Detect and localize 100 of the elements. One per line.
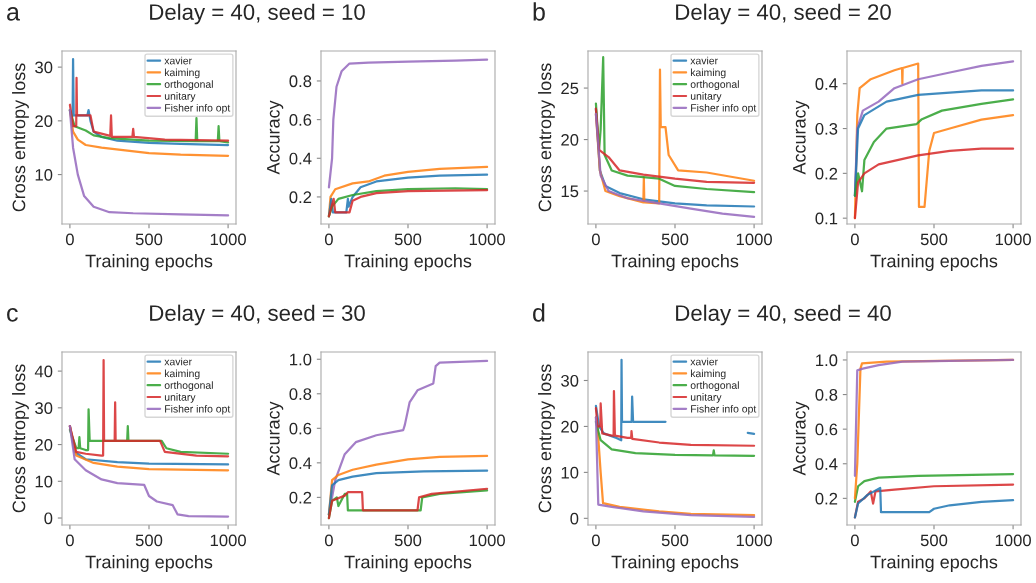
line-series [594,68,756,205]
y-tick-label: 0 [570,512,579,525]
x-tick-label: 1000 [469,233,505,246]
y-tick-label: 0.6 [289,422,312,435]
line-series [594,389,756,447]
x-tick-label: 500 [394,534,422,547]
legend-label: orthogonal [690,80,739,91]
x-tick-label: 1000 [469,534,505,547]
legend-label: kaiming [164,68,200,79]
x-axis-title: Training epochs [85,555,213,572]
x-tick-label: 500 [920,233,948,246]
legend-label: kaiming [164,369,200,380]
x-tick-label: 500 [135,233,163,246]
legend-label: Fisher info opt [165,404,231,415]
y-tick-label: 1.0 [816,354,838,367]
x-tick-label: 0 [324,233,333,246]
y-tick-label: 0.2 [815,492,838,505]
x-axis-title: Training epochs [85,254,213,271]
y-tick-label: 0 [44,512,53,525]
y-tick-label: 0.3 [815,122,838,135]
x-tick-label: 500 [661,534,689,547]
y-tick-label: 20 [35,115,53,128]
y-axis-title: Cross entropy loss [12,364,29,513]
legend-label: xavier [164,357,192,366]
x-tick-label: 0 [850,233,859,246]
y-axis-title: Accuracy [793,401,810,476]
x-tick-label: 0 [591,233,600,246]
line-series [853,147,1015,220]
chart-title: Delay = 40, seed = 40 [676,304,891,326]
x-tick-label: 0 [591,534,600,547]
line-series [68,358,230,458]
y-axis-title: Accuracy [267,100,284,175]
y-tick-label: 30 [35,402,53,415]
line-series [327,58,489,189]
x-tick-label: 1000 [995,534,1031,547]
y-tick-label: 25 [561,82,579,95]
x-tick-label: 1000 [210,534,246,547]
x-tick-label: 1000 [995,233,1031,246]
x-tick-label: 500 [135,534,163,547]
y-tick-label: 0.4 [289,152,312,165]
y-tick-label: 20 [561,133,579,146]
line-series [327,469,489,516]
legend-label: Fisher info opt [691,103,757,114]
legend-label: unitary [690,92,722,102]
chart-title: Delay = 40, seed = 10 [150,3,365,25]
chart-title: Delay = 40, seed = 20 [676,3,891,25]
y-tick-label: 0.6 [289,114,312,126]
y-tick-label: 10 [561,466,579,479]
x-tick-label: 0 [65,233,74,246]
y-tick-label: 30 [35,61,53,74]
y-tick-label: 30 [561,374,579,387]
legend-label: Fisher info opt [691,404,757,415]
legend-label: kaiming [690,68,726,79]
line-series [853,358,1015,477]
y-axis-title: Cross entropy loss [12,63,29,212]
y-tick-label: 0.4 [815,458,838,470]
y-tick-label: 0.8 [289,388,312,400]
y-tick-label: 20 [35,438,53,451]
x-axis-title: Training epochs [870,254,998,271]
y-tick-label: 10 [35,475,53,488]
y-tick-label: 0.8 [815,388,838,401]
legend-label: orthogonal [164,381,213,392]
y-tick-label: 0.4 [289,457,312,470]
x-axis-title: Training epochs [611,254,739,271]
x-tick-label: 0 [324,534,333,547]
x-tick-label: 500 [920,534,948,547]
x-tick-label: 1000 [210,233,246,246]
y-tick-label: 20 [561,420,579,433]
y-tick-label: 0.2 [815,167,838,180]
y-tick-label: 0.8 [289,75,312,88]
x-axis-title: Training epochs [344,254,472,271]
legend-label: xavier [164,56,192,65]
x-axis-title: Training epochs [611,555,739,572]
x-tick-label: 1000 [736,534,772,547]
text: c [7,308,18,322]
legend-label: orthogonal [690,381,739,392]
y-tick-label: 40 [34,365,53,378]
legend-label: Fisher info opt [165,103,231,114]
line-series [68,425,230,518]
legend-label: kaiming [690,369,726,380]
y-axis-title: Accuracy [267,401,284,476]
legend-label: xavier [690,56,718,65]
y-axis-title: Accuracy [793,100,810,175]
text: b [533,2,545,21]
x-axis-title: Training epochs [870,555,998,572]
legend-label: unitary [164,393,196,403]
line-series [594,56,756,194]
x-tick-label: 500 [394,233,422,246]
y-tick-label: 10 [35,168,53,181]
chart-title: Delay = 40, seed = 30 [150,304,365,326]
legend-label: orthogonal [164,80,213,91]
y-tick-label: 0.2 [289,491,312,504]
y-tick-label: 0.6 [815,423,838,436]
y-tick-label: 0.1 [815,212,838,225]
legend-label: unitary [690,393,722,403]
y-axis-title: Cross entropy loss [538,63,555,212]
line-series [853,473,1015,503]
y-tick-label: 0.4 [815,78,838,90]
x-tick-label: 1000 [736,233,772,246]
y-axis-title: Cross entropy loss [538,364,555,513]
